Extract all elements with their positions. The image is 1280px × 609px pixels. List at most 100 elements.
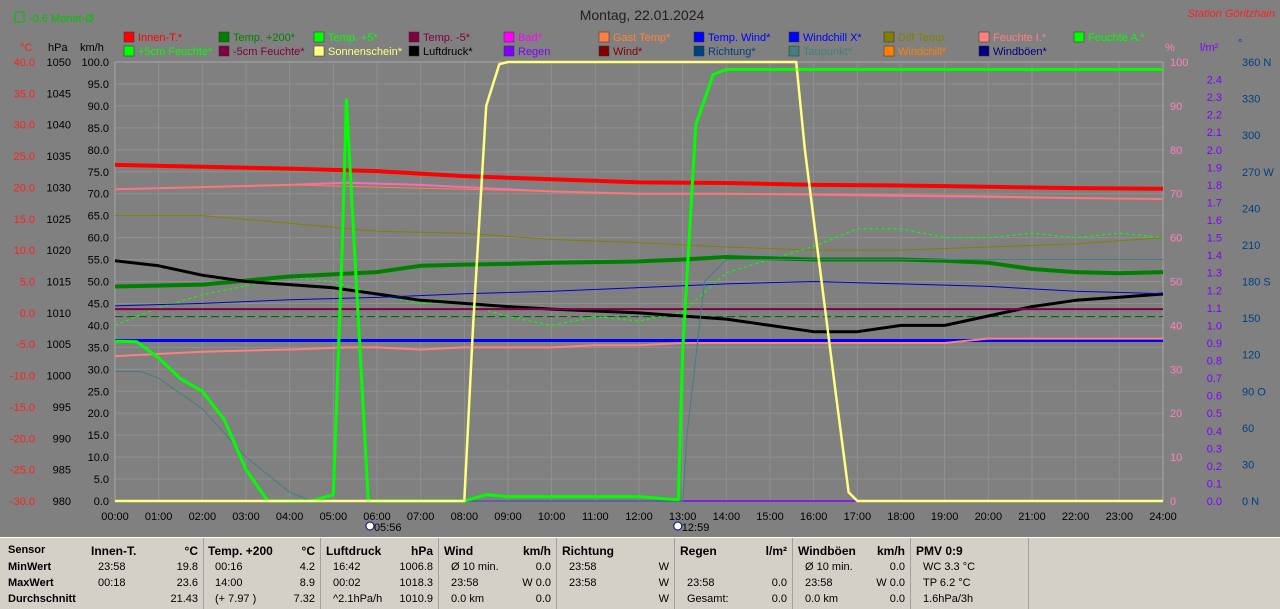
x-tick-label: 08:00 (451, 511, 479, 523)
pressure-tick-label: 990 (53, 433, 71, 445)
stats-value-cell: W 0.0 (522, 577, 551, 589)
rain-tick-label: 0.6 (1207, 391, 1222, 403)
status-text: -0.6 Monat-Ø (29, 13, 94, 25)
legend-label: -5cm Feuchte* (233, 46, 305, 58)
legend-label: Temp. +5* (328, 32, 379, 44)
temp-tick-label: 20.0 (14, 182, 35, 194)
stats-value-cell: 1018.3 (399, 577, 433, 589)
legend-swatch (883, 45, 895, 57)
legend-swatch (313, 31, 325, 43)
legend-label: Gast Temp* (613, 32, 671, 44)
stats-column (85, 538, 204, 609)
legend-swatch (218, 45, 230, 57)
legend-swatch (978, 31, 990, 43)
pressure-axis-label: hPa (48, 42, 68, 54)
legend-swatch (978, 45, 990, 57)
x-tick-label: 07:00 (407, 511, 435, 523)
legend-swatch (883, 31, 895, 43)
legend-swatch (218, 31, 230, 43)
legend-swatch (1073, 31, 1085, 43)
wind-tick-label: 60.0 (88, 233, 109, 245)
direction-tick-label: 90 O (1242, 386, 1266, 398)
percent-tick-label: 30 (1170, 364, 1182, 376)
stats-column (320, 538, 439, 609)
stats-value-cell: 1010.9 (399, 593, 433, 605)
x-tick-label: 16:00 (800, 511, 828, 523)
pressure-tick-label: 1005 (47, 339, 71, 351)
direction-tick-label: 300 (1242, 130, 1260, 142)
rain-tick-label: 1.3 (1207, 268, 1222, 280)
rain-tick-label: 1.8 (1207, 180, 1222, 192)
wind-tick-label: 90.0 (88, 101, 109, 113)
stats-time-cell: 00:16 (215, 561, 243, 573)
pressure-tick-label: 1050 (47, 57, 71, 69)
stats-time-cell: ^2.1hPa/h (333, 593, 383, 605)
pressure-tick-label: 995 (53, 402, 71, 414)
x-tick-label: 03:00 (232, 511, 260, 523)
temp-tick-label: 30.0 (14, 120, 35, 132)
pressure-tick-label: 1025 (47, 214, 71, 226)
weather-chart: Montag, 22.01.2024 Station Göritzhain -0.6… (9, 7, 1275, 534)
temp-tick-label: -5.0 (16, 339, 35, 351)
wind-tick-label: 25.0 (88, 386, 109, 398)
legend-label: Regen (518, 46, 550, 58)
x-tick-label: 18:00 (887, 511, 915, 523)
rain-tick-label: 2.2 (1207, 110, 1222, 122)
rain-tick-label: 1.4 (1207, 250, 1222, 262)
legend-swatch (598, 45, 610, 57)
wind-tick-label: 75.0 (88, 167, 109, 179)
rain-tick-label: 0.0 (1207, 496, 1222, 508)
temp-tick-label: 5.0 (20, 277, 35, 289)
stats-column (202, 538, 321, 609)
series-line (114, 184, 1164, 200)
legend-swatch (408, 31, 420, 43)
series-line (114, 281, 1164, 307)
stats-time-cell: 23:58 (805, 577, 833, 589)
wind-tick-label: 55.0 (88, 255, 109, 267)
stats-column-unit: l/m² (765, 544, 787, 558)
stats-column (910, 538, 1029, 609)
row-label: Durchschnitt (8, 593, 76, 605)
wind-tick-label: 0.0 (94, 496, 109, 508)
percent-tick-label: 40 (1170, 320, 1182, 332)
status-box (14, 11, 25, 23)
temp-tick-label: -20.0 (10, 433, 35, 445)
legend-label: Temp. Wind* (708, 32, 771, 44)
stats-column-title: Windböen (798, 544, 856, 558)
series-line (114, 259, 1164, 334)
temp-tick-label: 35.0 (14, 88, 35, 100)
stats-time-cell: WC 3.3 °C (923, 561, 976, 573)
wind-tick-label: 10.0 (88, 452, 109, 464)
stats-column-title: Richtung (562, 544, 614, 558)
pressure-tick-label: 1015 (47, 277, 71, 289)
rain-tick-label: 1.6 (1207, 215, 1222, 227)
stats-column-title: Innen-T. (91, 544, 137, 558)
stats-column-title: Temp. +200 (208, 544, 273, 558)
stats-value-cell: 0.0 (535, 593, 551, 605)
rain-tick-label: 0.4 (1207, 426, 1222, 438)
direction-tick-label: 270 W (1242, 167, 1274, 179)
stats-time-cell: 1.6hPa/3h (923, 593, 974, 605)
rain-tick-label: 0.2 (1207, 461, 1222, 473)
stats-column-title: PMV 0:9 (916, 544, 963, 558)
chart-title: Montag, 22.01.2024 (580, 7, 705, 23)
rain-tick-label: 2.3 (1207, 92, 1222, 104)
legend-label: Windchill* (898, 46, 947, 58)
rain-tick-label: 0.7 (1207, 373, 1222, 385)
direction-axis-label: ° (1238, 38, 1242, 50)
stats-value-cell: 21.43 (170, 593, 198, 605)
temp-tick-label: 0.0 (20, 308, 35, 320)
stats-value-cell: W (658, 561, 669, 573)
wind-tick-label: 35.0 (88, 342, 109, 354)
stats-value-cell: 0.0 (889, 593, 905, 605)
rain-tick-label: 0.5 (1207, 408, 1222, 420)
stats-column-title: Luftdruck (326, 544, 382, 558)
stats-time-cell: 23:58 (569, 577, 597, 589)
pressure-tick-label: 1040 (47, 120, 71, 132)
stats-time-cell: TP 6.2 °C (923, 577, 971, 589)
pressure-tick-label: 1000 (47, 371, 71, 383)
x-tick-label: 24:00 (1149, 511, 1177, 523)
percent-tick-label: 0 (1170, 496, 1176, 508)
x-tick-label: 04:00 (276, 511, 304, 523)
legend-label: Diff Temp. (898, 32, 947, 44)
